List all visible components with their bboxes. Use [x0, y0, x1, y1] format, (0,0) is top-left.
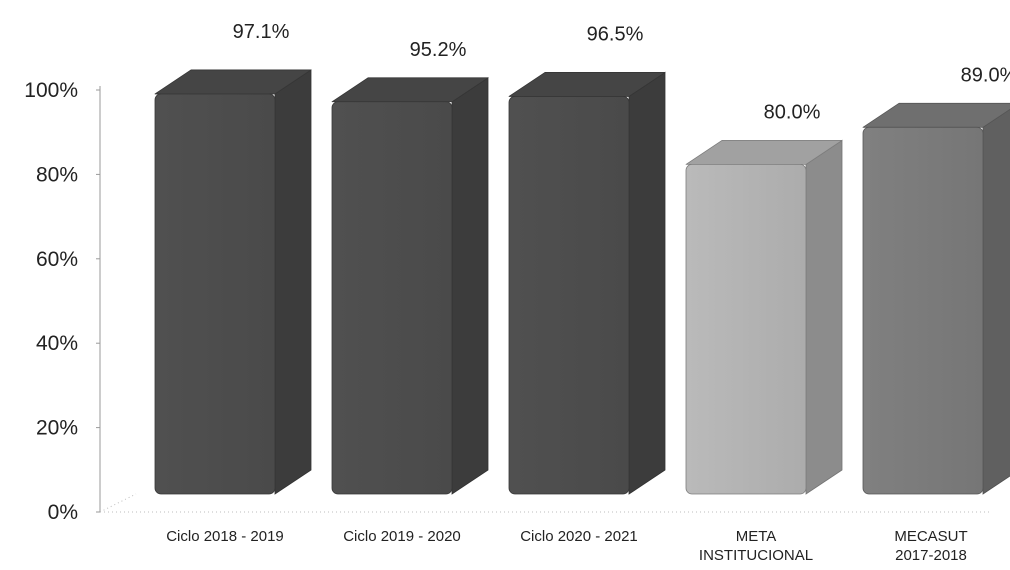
y-tick-label: 40% [36, 332, 78, 355]
bar-side [805, 139, 843, 495]
data-label: 95.2% [410, 39, 467, 61]
bar [685, 139, 843, 495]
bar-side [628, 71, 666, 495]
bar [508, 71, 666, 495]
x-category-label: Ciclo 2018 - 2019 [166, 528, 284, 545]
bar [154, 69, 312, 495]
data-label: 89.0% [961, 64, 1010, 86]
x-category-label: 2017-2018 [895, 547, 967, 564]
y-tick-label: 100% [24, 79, 78, 102]
bar-front [685, 163, 807, 495]
bar-front [862, 126, 984, 495]
y-tick-label: 80% [36, 163, 78, 186]
bar-side [982, 108, 1010, 495]
x-category-label: Ciclo 2020 - 2021 [520, 528, 638, 545]
x-category-label: MECASUT [894, 528, 967, 545]
bar-side [274, 69, 312, 495]
bar-top [862, 102, 1010, 128]
y-tick-label: 0% [48, 501, 78, 524]
data-label: 96.5% [587, 23, 644, 45]
bar-front [154, 93, 276, 495]
data-label: 97.1% [233, 21, 290, 43]
bar-side [451, 77, 489, 495]
bar-front [508, 96, 630, 495]
bar-front [331, 101, 453, 495]
y-tick-label: 60% [36, 248, 78, 271]
x-category-label: Ciclo 2019 - 2020 [343, 528, 461, 545]
x-category-label: META [736, 528, 777, 545]
x-category-label: INSTITUCIONAL [699, 547, 813, 564]
bar [331, 77, 489, 495]
floor-edge [99, 493, 137, 513]
data-label: 80.0% [764, 101, 821, 123]
bar [862, 102, 1010, 495]
y-tick-label: 20% [36, 417, 78, 440]
